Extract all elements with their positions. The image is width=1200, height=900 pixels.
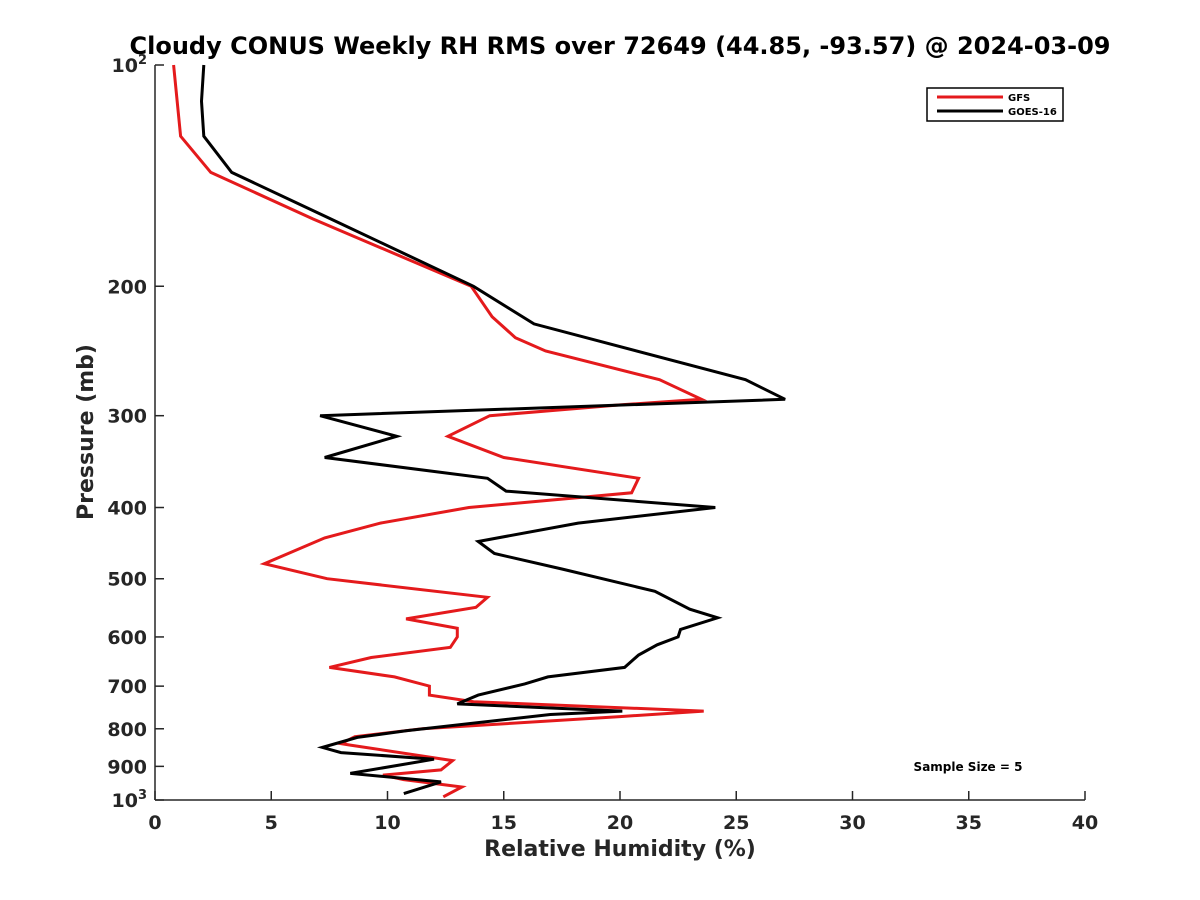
sample-size-annotation: Sample Size = 5 <box>914 760 1023 774</box>
y-tick-label: 103 <box>112 788 148 812</box>
x-tick-label: 20 <box>607 812 633 834</box>
y-tick-label: 102 <box>112 53 148 77</box>
x-axis-ticks: 0 5 10 15 20 25 30 35 40 <box>148 791 1098 834</box>
x-tick-label: 0 <box>148 812 161 834</box>
legend-label-gfs: GFS <box>1008 93 1030 104</box>
series-line-goes-16 <box>199 64 786 796</box>
x-tick-label: 25 <box>723 812 749 834</box>
x-tick-label: 15 <box>491 812 517 834</box>
legend-label-goes-16: GOES-16 <box>1008 107 1057 118</box>
y-tick-label: 600 <box>107 627 147 649</box>
x-tick-label: 10 <box>374 812 400 834</box>
y-tick-label: 700 <box>107 676 147 698</box>
legend-box <box>926 87 1064 122</box>
x-axis-label: Relative Humidity (%) <box>484 837 756 862</box>
y-tick-label: 900 <box>107 756 147 778</box>
x-tick-label: 30 <box>839 812 865 834</box>
series-layer <box>172 64 786 799</box>
y-tick-label: 500 <box>107 569 147 591</box>
x-tick-label: 5 <box>265 812 278 834</box>
y-tick-label: 200 <box>107 276 147 298</box>
x-tick-label: 40 <box>1072 812 1098 834</box>
y-axis-label: Pressure (mb) <box>74 344 99 520</box>
y-tick-label: 300 <box>107 406 147 428</box>
y-axis-ticks: 102 200 300 400 500 600 700 800 900 103 <box>107 53 164 812</box>
x-tick-label: 35 <box>956 812 982 834</box>
chart-legend: GFS GOES-16 <box>926 87 1064 122</box>
y-tick-label: 800 <box>107 719 147 741</box>
chart-title: Cloudy CONUS Weekly RH RMS over 72649 (4… <box>130 32 1111 60</box>
y-tick-label: 400 <box>107 498 147 520</box>
